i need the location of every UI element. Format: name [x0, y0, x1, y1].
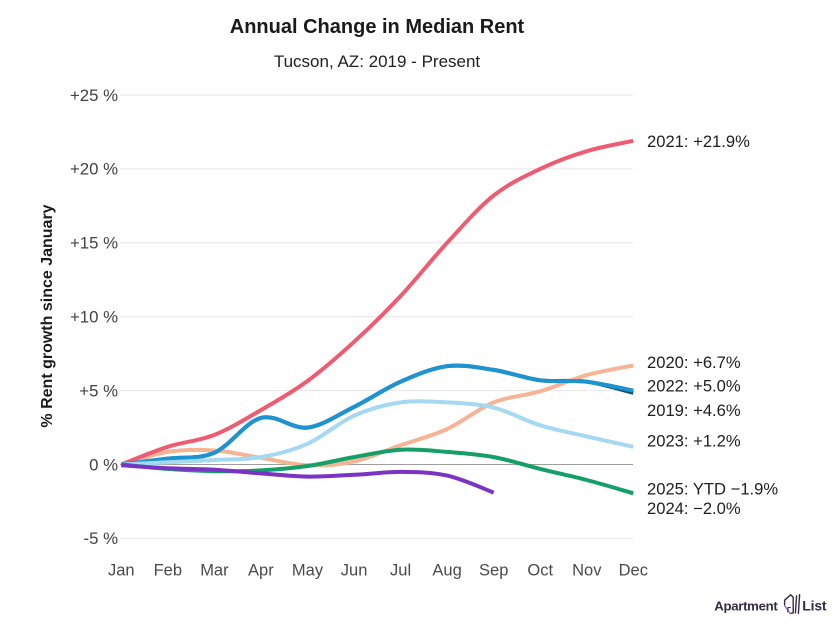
svg-text:Mar: Mar	[200, 562, 229, 580]
svg-text:Dec: Dec	[619, 562, 648, 580]
svg-text:Oct: Oct	[527, 562, 553, 580]
svg-text:+20 %: +20 %	[70, 160, 118, 179]
svg-text:2024: −2.0%: 2024: −2.0%	[647, 499, 741, 518]
svg-text:Annual Change in Median Rent: Annual Change in Median Rent	[230, 16, 525, 38]
svg-text:0 %: 0 %	[89, 455, 118, 474]
svg-text:+25 %: +25 %	[70, 86, 118, 105]
svg-text:-5 %: -5 %	[83, 529, 118, 548]
svg-text:2019: +4.6%: 2019: +4.6%	[647, 401, 741, 420]
svg-text:2021: +21.9%: 2021: +21.9%	[647, 132, 750, 151]
svg-text:+10 %: +10 %	[70, 308, 118, 327]
svg-text:Jun: Jun	[341, 562, 368, 580]
svg-text:Feb: Feb	[154, 562, 182, 580]
svg-text:% Rent growth since January: % Rent growth since January	[39, 204, 56, 427]
svg-text:Apr: Apr	[248, 562, 274, 580]
svg-text:+15 %: +15 %	[70, 234, 118, 253]
svg-text:May: May	[292, 562, 324, 580]
svg-text:2020: +6.7%: 2020: +6.7%	[647, 353, 741, 372]
svg-text:2023: +1.2%: 2023: +1.2%	[647, 432, 741, 451]
svg-text:Jul: Jul	[390, 562, 411, 580]
svg-text:2025: YTD −1.9%: 2025: YTD −1.9%	[647, 479, 778, 498]
svg-text:Aug: Aug	[432, 562, 461, 580]
svg-text:+5 %: +5 %	[79, 381, 118, 400]
svg-text:Nov: Nov	[572, 562, 602, 580]
svg-text:Tucson, AZ: 2019 - Present: Tucson, AZ: 2019 - Present	[274, 52, 481, 71]
svg-text:Jan: Jan	[108, 562, 135, 580]
svg-text:List: List	[802, 598, 827, 614]
svg-text:2022: +5.0%: 2022: +5.0%	[647, 376, 741, 395]
svg-text:Sep: Sep	[479, 562, 508, 580]
svg-text:Apartment: Apartment	[714, 599, 778, 614]
